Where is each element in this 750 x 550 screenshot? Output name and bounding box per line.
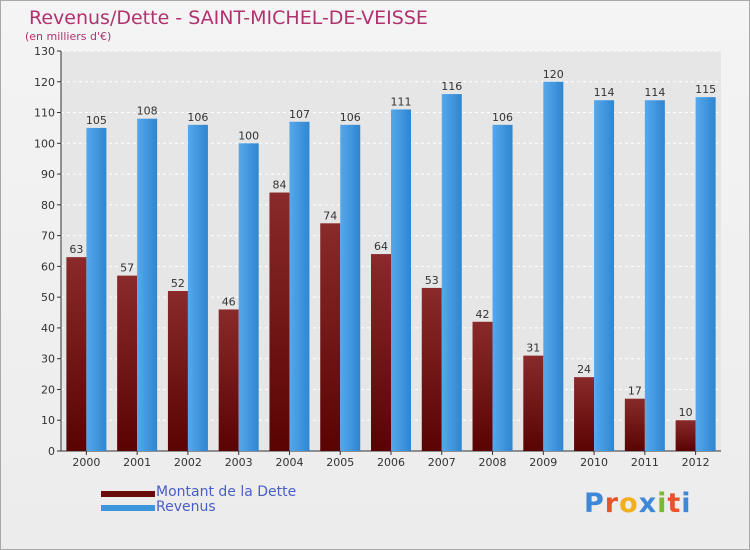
logo-letter: x [638, 488, 658, 519]
bar-dette [66, 257, 87, 451]
bar-dette [574, 377, 595, 451]
data-label-revenus: 107 [289, 108, 310, 121]
chart-title: Revenus/Dette - SAINT-MICHEL-DE-VEISSE [29, 7, 428, 29]
bar-dette [523, 355, 544, 451]
data-label-dette: 31 [526, 342, 540, 355]
bar-dette [167, 291, 188, 451]
x-tick-label: 2006 [377, 456, 405, 469]
bar-revenus [441, 94, 462, 452]
data-label-dette: 63 [69, 243, 83, 256]
y-tick-label: 130 [34, 45, 55, 58]
logo-letter: P [584, 488, 605, 519]
bar-revenus [594, 100, 615, 451]
legend-label-dette: Montant de la Dette [156, 484, 297, 500]
legend-swatch-revenus [101, 505, 155, 511]
y-tick-label: 20 [41, 383, 55, 396]
x-tick-label: 2005 [326, 456, 354, 469]
x-tick-label: 2011 [631, 456, 659, 469]
data-label-dette: 10 [679, 406, 693, 419]
data-label-dette: 57 [120, 262, 134, 275]
x-tick-label: 2000 [72, 456, 100, 469]
bar-revenus [340, 124, 361, 451]
y-tick-label: 50 [41, 291, 55, 304]
bar-dette [320, 223, 341, 451]
bar-dette [371, 254, 391, 451]
x-tick-label: 2010 [580, 456, 608, 469]
bar-revenus [644, 100, 665, 451]
bar-revenus [187, 124, 208, 451]
data-label-revenus: 105 [86, 114, 107, 127]
data-label-dette: 52 [171, 277, 185, 290]
y-tick-label: 10 [41, 414, 55, 427]
bar-dette [269, 192, 290, 452]
x-tick-label: 2012 [682, 456, 710, 469]
data-label-revenus: 106 [340, 111, 361, 124]
data-label-dette: 46 [222, 295, 236, 308]
y-tick-label: 120 [34, 76, 55, 89]
bar-revenus [86, 127, 107, 451]
x-tick-label: 2001 [123, 456, 151, 469]
data-label-dette: 74 [323, 209, 337, 222]
logo-letter: r [604, 488, 620, 519]
data-label-revenus: 106 [492, 111, 513, 124]
bar-dette [117, 275, 138, 451]
data-label-revenus: 115 [695, 83, 716, 96]
bar-dette [675, 420, 696, 451]
data-label-revenus: 120 [543, 68, 564, 81]
data-label-dette: 53 [425, 274, 439, 287]
y-tick-label: 60 [41, 260, 55, 273]
bar-dette [472, 321, 493, 451]
bar-revenus [391, 109, 411, 451]
x-tick-label: 2008 [479, 456, 507, 469]
bar-revenus [289, 121, 310, 452]
y-tick-label: 80 [41, 199, 55, 212]
x-tick-label: 2009 [529, 456, 557, 469]
bar-dette [218, 309, 239, 451]
data-label-revenus: 114 [644, 86, 665, 99]
chart-subtitle: (en milliers d'€) [25, 30, 112, 43]
y-tick-label: 70 [41, 230, 55, 243]
x-tick-label: 2004 [275, 456, 303, 469]
data-label-dette: 64 [374, 240, 388, 253]
data-label-revenus: 116 [441, 80, 462, 93]
logo-letter: t [667, 488, 682, 519]
y-tick-label: 90 [41, 168, 55, 181]
bar-revenus [695, 97, 716, 452]
data-label-dette: 42 [476, 308, 490, 321]
data-label-revenus: 100 [238, 129, 259, 142]
data-label-revenus: 106 [187, 111, 208, 124]
y-tick-label: 30 [41, 353, 55, 366]
data-label-revenus: 111 [391, 95, 412, 108]
logo-letter: i [657, 488, 668, 519]
legend-swatch-dette [101, 491, 155, 497]
data-label-revenus: 114 [594, 86, 615, 99]
proxiti-logo: Proxiti [584, 488, 692, 519]
logo-letter: i [681, 488, 692, 519]
legend-label-revenus: Revenus [156, 499, 216, 515]
y-tick-label: 40 [41, 322, 55, 335]
bar-revenus [238, 143, 259, 452]
y-tick-label: 100 [34, 137, 55, 150]
y-tick-label: 110 [34, 107, 55, 120]
logo-letter: o [619, 488, 639, 519]
x-tick-label: 2007 [428, 456, 456, 469]
x-tick-label: 2002 [174, 456, 202, 469]
data-label-dette: 84 [272, 179, 286, 192]
y-tick-label: 0 [48, 445, 55, 458]
bar-revenus [137, 118, 158, 451]
bar-revenus [492, 124, 513, 451]
data-label-revenus: 108 [137, 105, 158, 118]
bar-dette [421, 287, 442, 451]
data-label-dette: 24 [577, 363, 591, 376]
bar-dette [624, 398, 645, 451]
x-tick-label: 2003 [225, 456, 253, 469]
data-label-dette: 17 [628, 385, 642, 398]
bar-revenus [543, 81, 564, 452]
